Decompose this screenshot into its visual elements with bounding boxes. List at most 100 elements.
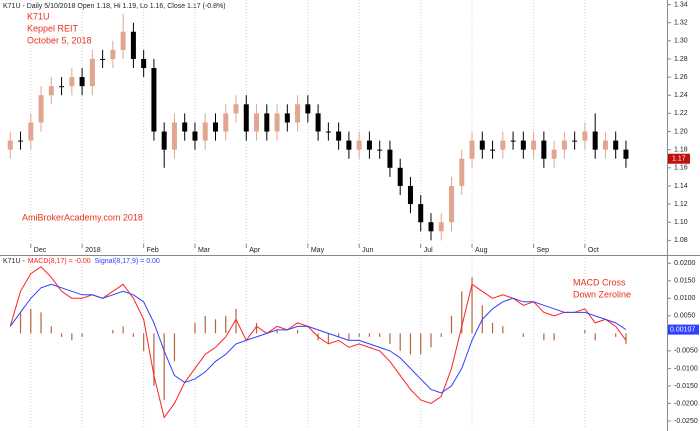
last-value-box [668, 153, 690, 164]
candle-body [428, 222, 434, 232]
x-tick-label: Mar [198, 247, 211, 254]
candle-body [325, 131, 331, 133]
y-tick-label: -0.0050 [674, 348, 698, 355]
legend-entry: Signal(8,17,9) = 0.00 [95, 258, 160, 265]
candle-body [28, 122, 34, 141]
candle-body [366, 140, 372, 150]
last-value-label: 0.00107 [670, 326, 695, 333]
annotation: Down Zeroline [573, 289, 631, 299]
candle-body [295, 104, 301, 123]
annotation: Keppel REIT [27, 23, 79, 33]
y-tick-label: -0.0100 [674, 365, 698, 372]
candle-body [377, 149, 383, 151]
candle-body [346, 140, 352, 150]
candle-body [305, 104, 311, 114]
y-tick-label: 1.08 [674, 237, 688, 244]
candle-body [418, 204, 424, 223]
candle-body [479, 140, 485, 150]
annotation: K71U [27, 11, 50, 21]
y-tick-label: 1.28 [674, 56, 688, 63]
candle-body [561, 140, 567, 150]
y-tick-label: 1.20 [674, 128, 688, 135]
candle-body [438, 222, 444, 232]
x-tick-label: Jun [362, 247, 373, 254]
candle-body [89, 58, 95, 87]
candle-body [500, 140, 506, 150]
series-line [9, 283, 627, 394]
candle-body [613, 140, 619, 150]
annotation: October 5, 2018 [27, 35, 92, 45]
x-tick-label: 2018 [85, 247, 101, 254]
candle-body [602, 140, 608, 150]
candle-body [18, 140, 24, 142]
candle-body [572, 140, 578, 142]
candle-body [151, 68, 157, 132]
candle-body [161, 131, 167, 150]
y-tick-label: 1.10 [674, 219, 688, 226]
candle-body [336, 131, 342, 141]
y-tick-label: 1.34 [674, 1, 688, 8]
x-tick-label: Aug [475, 247, 488, 254]
candle-body [254, 113, 260, 132]
candle-body [79, 77, 85, 87]
candle-body [202, 122, 208, 141]
y-tick-label: -0.0150 [674, 383, 698, 390]
legend-entry: MACD(8,17) = -0.00 [28, 258, 91, 265]
candle-body [469, 140, 475, 159]
y-tick-label: 1.24 [674, 92, 688, 99]
candle-body [100, 58, 106, 60]
candle-body [264, 113, 270, 132]
candle-body [59, 86, 65, 88]
candle-body [449, 185, 455, 223]
candle-body [407, 185, 413, 205]
candle-body [510, 140, 516, 142]
candle-body [315, 113, 321, 132]
candle-body [182, 122, 188, 132]
candle-body [110, 49, 116, 59]
candle-body [7, 140, 13, 150]
x-tick-label: May [311, 247, 325, 254]
y-tick-label: 1.14 [674, 183, 688, 190]
x-tick-label: Apr [249, 247, 261, 254]
candle-body [541, 140, 547, 159]
x-tick-label: Oct [588, 247, 599, 254]
candle-body [233, 104, 239, 114]
candle-body [192, 131, 198, 141]
last-value-box [668, 324, 699, 335]
candle-body [141, 58, 147, 69]
annotation: AmiBrokerAcademy.com 2018 [22, 212, 143, 222]
y-tick-label: 1.12 [674, 201, 688, 208]
y-tick-label: 1.32 [674, 20, 688, 27]
candle-body [520, 140, 526, 150]
chart-title: K71U - Daily 5/10/2018 Open 1.18, Hi 1.1… [3, 3, 226, 10]
y-tick-label: 0.0050 [674, 313, 696, 320]
candle-body [130, 31, 136, 59]
candle-body [38, 95, 44, 123]
candle-body [582, 131, 588, 141]
candle-body [387, 149, 393, 168]
y-tick-label: 1.16 [674, 165, 688, 172]
x-tick-label: Feb [147, 247, 159, 254]
series-line [9, 266, 627, 419]
candle-body [397, 167, 403, 186]
candle-body [223, 113, 229, 132]
candle-body [69, 77, 75, 87]
y-tick-label: 0.0200 [674, 260, 696, 267]
x-tick-label: Dec [34, 247, 47, 254]
candle-body [284, 113, 290, 123]
y-tick-label: 0.0100 [674, 295, 696, 302]
candle-body [551, 149, 557, 159]
x-tick-label: Jul [424, 247, 433, 254]
y-tick-label: 1.30 [674, 38, 688, 45]
candle-body [356, 140, 362, 150]
candle-body [120, 31, 126, 50]
candle-body [171, 122, 177, 150]
candle-body [623, 149, 629, 159]
candle-body [243, 104, 249, 132]
y-tick-label: 0.0150 [674, 278, 696, 285]
x-tick-label: Sep [537, 247, 550, 254]
candle-body [592, 131, 598, 150]
candle-body [459, 158, 465, 186]
